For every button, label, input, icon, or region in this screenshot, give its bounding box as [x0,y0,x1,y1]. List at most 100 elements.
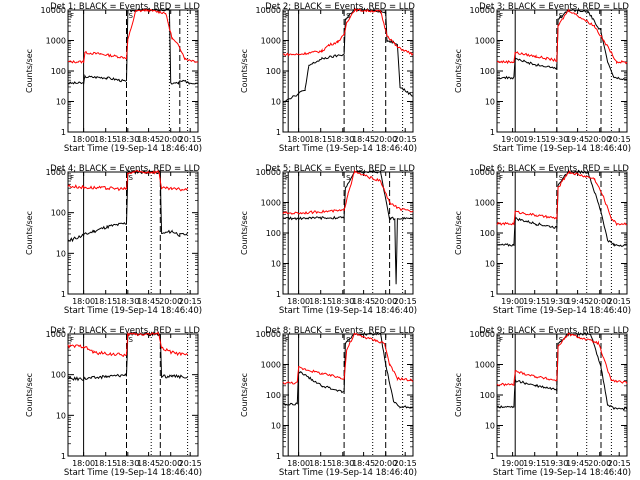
x-tick-label: 18:45 [137,135,160,144]
panel-title: Det 9; BLACK = Events, RED = LLD [479,326,629,336]
y-tick-label: 10000 [256,330,281,339]
plot-frame [496,9,628,133]
flag-label: S [129,336,134,344]
x-axis-label: Start Time (19-Sep-14 18:46:40) [279,306,417,316]
x-tick-label: 20:00 [159,135,182,144]
y-tick-label: 10 [271,98,281,107]
y-tick-label: 1000 [46,330,66,339]
lld-series [282,169,414,215]
x-tick-label: 19:00 [501,459,524,468]
y-tick-label: 10 [56,411,66,420]
y-axis-label: Counts/sec [454,49,463,93]
x-tick-label: 18:15 [94,297,117,306]
flag-label: S [559,174,564,182]
x-tick-label: 20:15 [394,459,417,468]
x-tick-label: 18:00 [72,135,95,144]
x-tick-label: 19:30 [545,135,568,144]
y-tick-label: 1000 [261,361,281,370]
x-tick-label: 18:00 [72,297,95,306]
y-tick-label: 10 [485,98,495,107]
x-tick-label: 19:45 [566,459,589,468]
x-axis-label: Start Time (19-Sep-14 18:46:40) [64,144,202,154]
x-tick-label: 18:15 [309,297,332,306]
x-tick-label: 19:15 [523,459,546,468]
x-tick-label: 20:00 [374,297,397,306]
panel-det-4: Det 4; BLACK = Events, RED = LLD 1 10 100 10… [25,164,202,316]
x-tick-label: 20:00 [588,135,611,144]
x-tick-label: 20:15 [394,135,417,144]
x-tick-label: 19:45 [566,297,589,306]
y-tick-label: 1 [276,290,281,299]
y-tick-label: 1 [61,290,66,299]
panel-title: Det 7; BLACK = Events, RED = LLD [50,326,200,336]
panel-det-8: Det 8; BLACK = Events, RED = LLD 1 10 100 10… [240,326,417,478]
y-axis-label: Counts/sec [25,211,34,255]
y-tick-label: 1 [490,128,495,137]
x-tick-label: 19:45 [566,135,589,144]
y-tick-label: 1000 [261,199,281,208]
lld-series [496,9,628,65]
y-axis-label: Counts/sec [25,49,34,93]
x-tick-label: 20:00 [159,459,182,468]
flag-label: S [346,174,351,182]
panel-det-6: Det 6; BLACK = Events, RED = LLD 1 10 100 10… [454,164,631,316]
lld-series [496,170,628,227]
y-tick-label: 1 [276,128,281,137]
x-tick-label: 18:45 [137,459,160,468]
y-tick-label: 100 [51,209,66,218]
flag-label: F [285,174,289,182]
flag-label: F [285,336,289,344]
panel-det-2: Det 2; BLACK = Events, RED = LLD 1 10 100 10… [240,2,417,154]
y-tick-label: 10000 [256,168,281,177]
events-series [67,169,189,243]
x-tick-label: 18:00 [287,135,310,144]
y-tick-label: 100 [266,67,281,76]
plot-frame [282,9,414,133]
events-series [496,169,628,248]
y-tick-label: 1 [490,452,495,461]
y-tick-label: 100 [480,67,495,76]
flag-label: F [285,12,289,20]
panel-title: Det 8; BLACK = Events, RED = LLD [265,326,415,336]
x-tick-label: 19:30 [545,297,568,306]
x-axis-label: Start Time (19-Sep-14 18:46:40) [64,468,202,478]
panel-det-9: Det 9; BLACK = Events, RED = LLD 1 10 100 10… [454,326,631,478]
y-axis-label: Counts/sec [240,211,249,255]
y-tick-label: 100 [480,391,495,400]
x-tick-label: 18:30 [331,459,354,468]
x-tick-label: 19:15 [523,297,546,306]
x-tick-label: 18:45 [352,297,375,306]
lld-series [67,8,199,64]
events-series [496,331,628,412]
x-tick-label: 20:15 [394,297,417,306]
x-tick-label: 20:00 [374,459,397,468]
x-axis-label: Start Time (19-Sep-14 18:46:40) [493,468,631,478]
x-axis-label: Start Time (19-Sep-14 18:46:40) [279,144,417,154]
panel-title: Det 5; BLACK = Events, RED = LLD [265,164,415,174]
x-tick-label: 20:00 [159,297,182,306]
lld-series [67,169,189,192]
y-tick-label: 10 [485,260,495,269]
events-series [282,170,414,285]
flag-label: S [129,12,134,20]
y-axis-label: Counts/sec [240,49,249,93]
flag-label: F [70,174,74,182]
x-axis-label: Start Time (19-Sep-14 18:46:40) [279,468,417,478]
plot-frame [67,171,199,295]
x-axis-label: Start Time (19-Sep-14 18:46:40) [493,306,631,316]
y-axis-label: Counts/sec [454,211,463,255]
x-tick-label: 18:15 [94,459,117,468]
x-tick-label: 18:45 [352,135,375,144]
x-axis-label: Start Time (19-Sep-14 18:46:40) [64,306,202,316]
y-axis-label: Counts/sec [240,373,249,417]
y-tick-label: 1 [61,128,66,137]
y-tick-label: 10 [485,422,495,431]
x-tick-label: 18:30 [116,135,139,144]
lld-series [282,8,414,57]
x-tick-label: 19:30 [545,459,568,468]
x-tick-label: 20:15 [179,297,202,306]
x-tick-label: 20:00 [588,297,611,306]
x-tick-label: 18:15 [94,135,117,144]
plot-frame [67,333,199,457]
flag-label: F [499,12,503,20]
